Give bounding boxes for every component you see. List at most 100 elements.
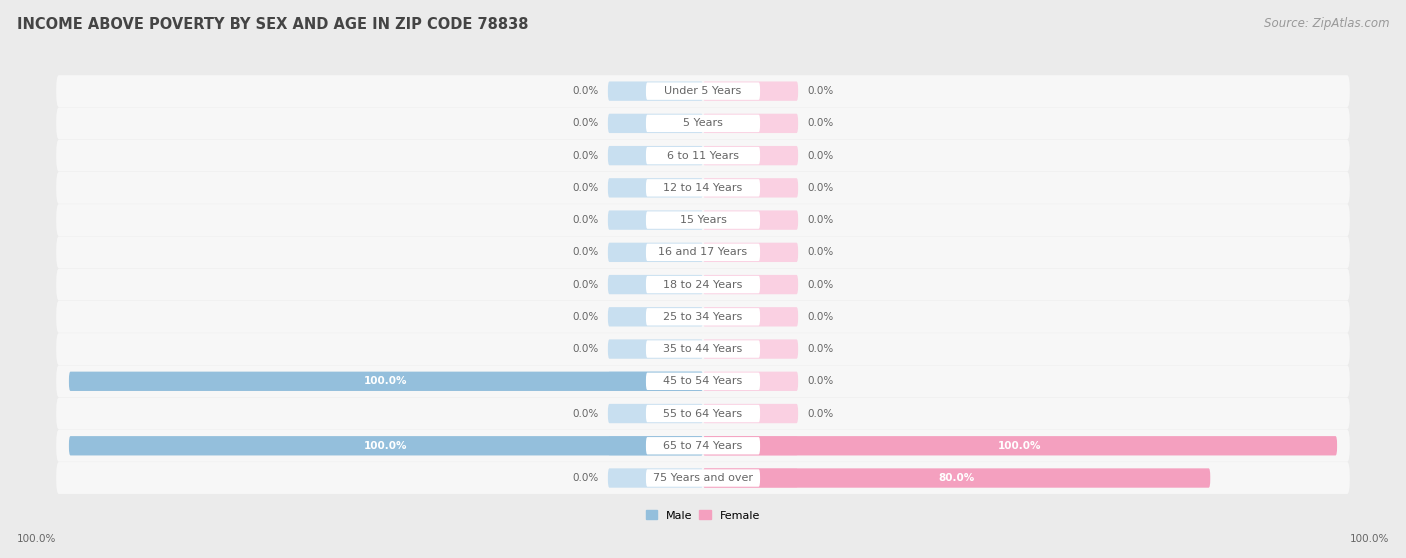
Text: 100.0%: 100.0% [1350, 534, 1389, 544]
Text: 0.0%: 0.0% [572, 86, 599, 96]
FancyBboxPatch shape [607, 178, 703, 198]
Text: 6 to 11 Years: 6 to 11 Years [666, 151, 740, 161]
Text: 0.0%: 0.0% [807, 215, 834, 225]
Text: 0.0%: 0.0% [572, 151, 599, 161]
FancyBboxPatch shape [56, 237, 1350, 268]
FancyBboxPatch shape [607, 372, 703, 391]
FancyBboxPatch shape [607, 436, 703, 455]
FancyBboxPatch shape [607, 243, 703, 262]
Text: 0.0%: 0.0% [572, 280, 599, 290]
Text: 100.0%: 100.0% [998, 441, 1042, 451]
FancyBboxPatch shape [703, 146, 799, 165]
FancyBboxPatch shape [645, 405, 761, 422]
FancyBboxPatch shape [607, 275, 703, 294]
FancyBboxPatch shape [56, 398, 1350, 430]
FancyBboxPatch shape [69, 436, 703, 455]
FancyBboxPatch shape [703, 178, 799, 198]
Text: 0.0%: 0.0% [572, 473, 599, 483]
FancyBboxPatch shape [703, 243, 799, 262]
FancyBboxPatch shape [703, 468, 799, 488]
Text: 0.0%: 0.0% [807, 408, 834, 418]
Text: 0.0%: 0.0% [572, 247, 599, 257]
FancyBboxPatch shape [645, 437, 761, 454]
Text: 0.0%: 0.0% [572, 312, 599, 322]
Text: INCOME ABOVE POVERTY BY SEX AND AGE IN ZIP CODE 78838: INCOME ABOVE POVERTY BY SEX AND AGE IN Z… [17, 17, 529, 32]
FancyBboxPatch shape [703, 436, 1337, 455]
FancyBboxPatch shape [645, 276, 761, 294]
FancyBboxPatch shape [56, 301, 1350, 333]
Text: 5 Years: 5 Years [683, 118, 723, 128]
Text: 100.0%: 100.0% [364, 441, 408, 451]
Text: 80.0%: 80.0% [939, 473, 974, 483]
FancyBboxPatch shape [645, 211, 761, 229]
FancyBboxPatch shape [607, 81, 703, 101]
FancyBboxPatch shape [645, 340, 761, 358]
FancyBboxPatch shape [703, 307, 799, 326]
Text: 35 to 44 Years: 35 to 44 Years [664, 344, 742, 354]
FancyBboxPatch shape [56, 268, 1350, 301]
Text: 0.0%: 0.0% [572, 215, 599, 225]
Text: 100.0%: 100.0% [364, 376, 408, 386]
FancyBboxPatch shape [703, 468, 1211, 488]
FancyBboxPatch shape [703, 404, 799, 423]
Text: Under 5 Years: Under 5 Years [665, 86, 741, 96]
FancyBboxPatch shape [607, 146, 703, 165]
FancyBboxPatch shape [703, 339, 799, 359]
FancyBboxPatch shape [645, 115, 761, 132]
FancyBboxPatch shape [703, 372, 799, 391]
Text: Source: ZipAtlas.com: Source: ZipAtlas.com [1264, 17, 1389, 30]
FancyBboxPatch shape [645, 373, 761, 390]
Text: 65 to 74 Years: 65 to 74 Years [664, 441, 742, 451]
FancyBboxPatch shape [607, 114, 703, 133]
FancyBboxPatch shape [607, 404, 703, 423]
Text: 15 Years: 15 Years [679, 215, 727, 225]
Text: 0.0%: 0.0% [807, 86, 834, 96]
Text: 0.0%: 0.0% [807, 312, 834, 322]
Text: 0.0%: 0.0% [807, 118, 834, 128]
FancyBboxPatch shape [607, 339, 703, 359]
Text: 0.0%: 0.0% [807, 344, 834, 354]
Text: 75 Years and over: 75 Years and over [652, 473, 754, 483]
FancyBboxPatch shape [645, 469, 761, 487]
Text: 18 to 24 Years: 18 to 24 Years [664, 280, 742, 290]
Text: 45 to 54 Years: 45 to 54 Years [664, 376, 742, 386]
FancyBboxPatch shape [645, 308, 761, 325]
Legend: Male, Female: Male, Female [647, 511, 759, 521]
FancyBboxPatch shape [607, 307, 703, 326]
FancyBboxPatch shape [703, 81, 799, 101]
FancyBboxPatch shape [703, 210, 799, 230]
FancyBboxPatch shape [56, 365, 1350, 397]
FancyBboxPatch shape [645, 83, 761, 100]
Text: 12 to 14 Years: 12 to 14 Years [664, 183, 742, 193]
FancyBboxPatch shape [56, 333, 1350, 365]
FancyBboxPatch shape [645, 244, 761, 261]
FancyBboxPatch shape [645, 179, 761, 196]
Text: 100.0%: 100.0% [17, 534, 56, 544]
Text: 0.0%: 0.0% [572, 183, 599, 193]
FancyBboxPatch shape [703, 114, 799, 133]
Text: 0.0%: 0.0% [807, 247, 834, 257]
Text: 0.0%: 0.0% [807, 151, 834, 161]
Text: 25 to 34 Years: 25 to 34 Years [664, 312, 742, 322]
FancyBboxPatch shape [645, 147, 761, 164]
FancyBboxPatch shape [607, 210, 703, 230]
Text: 55 to 64 Years: 55 to 64 Years [664, 408, 742, 418]
FancyBboxPatch shape [56, 462, 1350, 494]
Text: 0.0%: 0.0% [807, 376, 834, 386]
Text: 0.0%: 0.0% [572, 118, 599, 128]
Text: 0.0%: 0.0% [807, 183, 834, 193]
Text: 0.0%: 0.0% [572, 344, 599, 354]
FancyBboxPatch shape [56, 172, 1350, 204]
FancyBboxPatch shape [703, 436, 799, 455]
FancyBboxPatch shape [56, 430, 1350, 461]
FancyBboxPatch shape [69, 372, 703, 391]
FancyBboxPatch shape [56, 204, 1350, 236]
Text: 0.0%: 0.0% [572, 408, 599, 418]
FancyBboxPatch shape [56, 140, 1350, 171]
FancyBboxPatch shape [703, 275, 799, 294]
FancyBboxPatch shape [56, 108, 1350, 140]
Text: 16 and 17 Years: 16 and 17 Years [658, 247, 748, 257]
FancyBboxPatch shape [56, 75, 1350, 107]
Text: 0.0%: 0.0% [807, 280, 834, 290]
FancyBboxPatch shape [607, 468, 703, 488]
